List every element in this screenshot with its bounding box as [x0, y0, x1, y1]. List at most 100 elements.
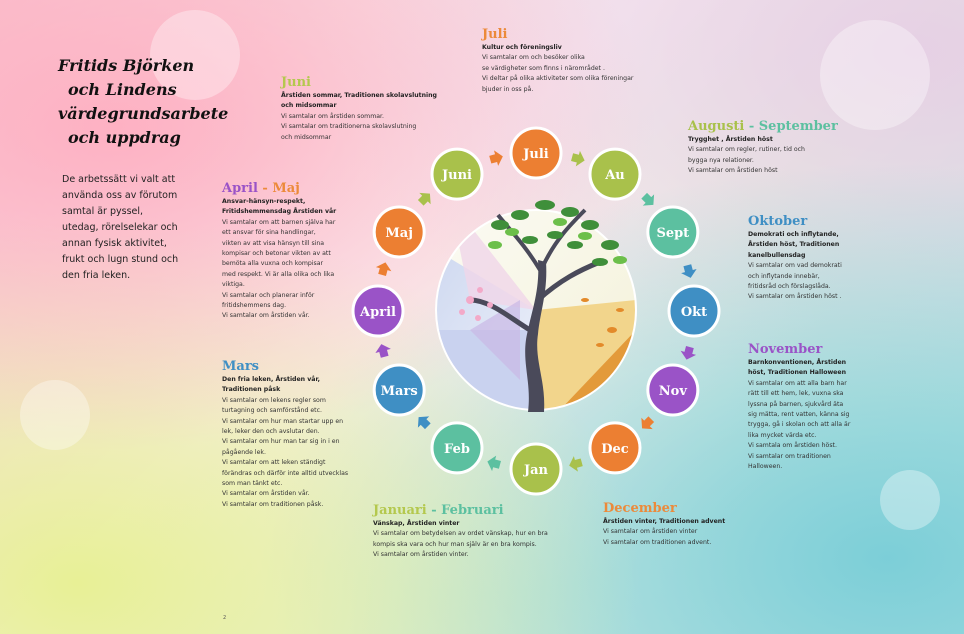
- section-line: viktiga.: [222, 281, 245, 289]
- month-nodes: Juli Au Sept Okt Nov Dec Jan Feb Mars April Maj Jun…: [351, 126, 721, 496]
- flow-arrow: [680, 346, 697, 360]
- month-circle: [430, 421, 484, 475]
- month-label: Mars: [381, 384, 418, 399]
- section-line: förändras och därför inte alltid utveckl…: [222, 469, 349, 477]
- month-circle: [588, 421, 642, 475]
- flow-arrow: [487, 455, 501, 472]
- page-number: 2: [223, 615, 227, 621]
- section-line: Vi samtalar om lekens regler som: [222, 396, 326, 404]
- section-line: lyssna på barnen, sjukvård äta: [748, 400, 844, 408]
- month-circle: [351, 284, 405, 338]
- section-line: som man tänkt etc.: [222, 480, 283, 488]
- section-line: Vi samtalar om årstiden vår.: [222, 312, 310, 320]
- section-line: fritidshemmens dag.: [222, 302, 287, 310]
- section-line: ett ansvar för sina handlingar,: [222, 229, 316, 237]
- month-node: Feb: [430, 421, 484, 475]
- flow-arrow: [489, 150, 503, 166]
- month-label: Jan: [523, 463, 549, 478]
- section-line: Vi samtalar om årstiden vår.: [222, 490, 310, 498]
- section-line: höst, Traditionen Halloween: [748, 369, 846, 377]
- flow-arrow: [417, 192, 431, 206]
- heading-part-a: Oktober: [748, 214, 808, 229]
- month-circle: [430, 147, 484, 201]
- section-line: kompisar och betonar vikten av att: [222, 250, 331, 258]
- section-line: Vi samtalar om traditionen påsk.: [222, 500, 324, 508]
- section-line: pågående lek.: [222, 448, 266, 456]
- month-circle: [509, 442, 563, 496]
- section-line: Vi samtalar om årstiden sommar.: [281, 112, 384, 120]
- section-line: Kultur och föreningsliv: [482, 44, 562, 51]
- month-node: Nov: [646, 363, 700, 417]
- section-line: lika mycket värda etc.: [748, 431, 817, 439]
- page-title: Fritids Björken och Lindens värdegrundsa…: [58, 54, 228, 150]
- section-line: Årstiden sommar, Traditionen skolavslutn…: [281, 92, 437, 99]
- section-line: Vi samtalar om årstiden höst: [688, 167, 778, 175]
- section-line: Fritidshemmensdag Årstiden vår: [222, 208, 337, 216]
- section-line: lek, leker den och avslutar den.: [222, 428, 320, 436]
- seasons-tree-illustration: [435, 200, 637, 412]
- month-label: Maj: [385, 226, 413, 241]
- section-lines: Vänskap, Årstiden vinter Vi samtalar om b…: [373, 519, 548, 561]
- month-node: Maj: [372, 205, 426, 259]
- month-circle: [372, 205, 426, 259]
- section-heading: Juni: [281, 74, 437, 91]
- section-heading: December: [603, 500, 725, 517]
- month-label: Sept: [656, 226, 689, 241]
- section-heading: November: [748, 341, 850, 358]
- section-line: Vi samtalar om traditionerna skolavslutn…: [281, 123, 417, 131]
- section-line: Ansvar-hänsyn-respekt,: [222, 198, 306, 205]
- section-line: Traditionen påsk: [222, 386, 281, 394]
- heading-part-a: December: [603, 501, 677, 516]
- bokeh-light: [20, 380, 90, 450]
- section-line: sig mätta, rent vatten, känna sig: [748, 411, 850, 419]
- month-label: Juni: [441, 168, 472, 183]
- bokeh-light: [820, 20, 930, 130]
- section-line: kompis ska vara och hur man själv är en …: [373, 540, 537, 548]
- month-circle: [646, 205, 700, 259]
- section-line: Vänskap, Årstiden vinter: [373, 520, 460, 527]
- section-juli: Juli Kultur och föreningsliv Vi samtalar …: [482, 26, 633, 95]
- section-april-maj: April - Maj Ansvar-hänsyn-respekt, Fritid…: [222, 180, 336, 322]
- section-lines: Årstiden vinter, Traditionen advent Vi sa…: [603, 517, 725, 548]
- section-line: Halloween.: [748, 463, 783, 471]
- section-line: Vi samtalar om att alla barn har: [748, 379, 847, 387]
- month-circle: [646, 363, 700, 417]
- section-line: med respekt. Vi är alla olika och lika: [222, 270, 335, 278]
- month-circle: [509, 126, 563, 180]
- month-label: Au: [604, 168, 625, 183]
- section-oktober: Oktober Demokrati och inflytande, Årstide…: [748, 213, 842, 303]
- section-line: rätt till ett hem, lek, vuxna ska: [748, 390, 844, 398]
- section-lines: Ansvar-hänsyn-respekt, Fritidshemmensdag …: [222, 197, 336, 322]
- month-label: Nov: [659, 384, 688, 399]
- section-heading: Mars: [222, 358, 348, 375]
- section-line: Barnkonventionen, Årstiden: [748, 359, 847, 366]
- section-line: kanelbullensdag: [748, 251, 806, 259]
- month-flow-arrows: [375, 150, 697, 472]
- heading-part-a: Juli: [482, 27, 508, 42]
- section-heading: Januari - Februari: [373, 502, 548, 519]
- section-lines: Årstiden sommar, Traditionen skolavslutn…: [281, 91, 437, 143]
- title-line: och uppdrag: [68, 128, 181, 147]
- heading-part-b: Februari: [441, 503, 504, 518]
- section-lines: Barnkonventionen, Årstiden höst, Traditio…: [748, 358, 850, 472]
- section-januari-februari: Januari - Februari Vänskap, Årstiden vin…: [373, 502, 548, 561]
- heading-part-b: September: [758, 119, 838, 134]
- section-line: bemöta alla vuxna och kompisar: [222, 260, 324, 268]
- heading-separator: -: [257, 181, 273, 196]
- section-line: Vi samtalar om hur man tar sig in i en: [222, 438, 340, 446]
- section-augusti-september: Augusti - September Trygghet , Årstiden …: [688, 118, 838, 177]
- section-line: och midsommar: [281, 133, 332, 141]
- section-line: Trygghet , Årstiden höst: [688, 136, 773, 143]
- heading-part-a: Mars: [222, 359, 259, 374]
- section-line: se värdigheter som finns i närområdet .: [482, 64, 605, 72]
- section-line: Årstiden vinter, Traditionen advent: [603, 518, 726, 525]
- bokeh-light: [880, 470, 940, 530]
- heading-part-a: November: [748, 342, 823, 357]
- month-circle: [588, 147, 642, 201]
- month-label: Okt: [681, 305, 707, 320]
- heading-part-b: Maj: [272, 181, 300, 196]
- section-line: turtagning och samförstånd etc.: [222, 407, 322, 415]
- section-line: Demokrati och inflytande,: [748, 231, 839, 238]
- title-line: och Lindens: [68, 80, 177, 99]
